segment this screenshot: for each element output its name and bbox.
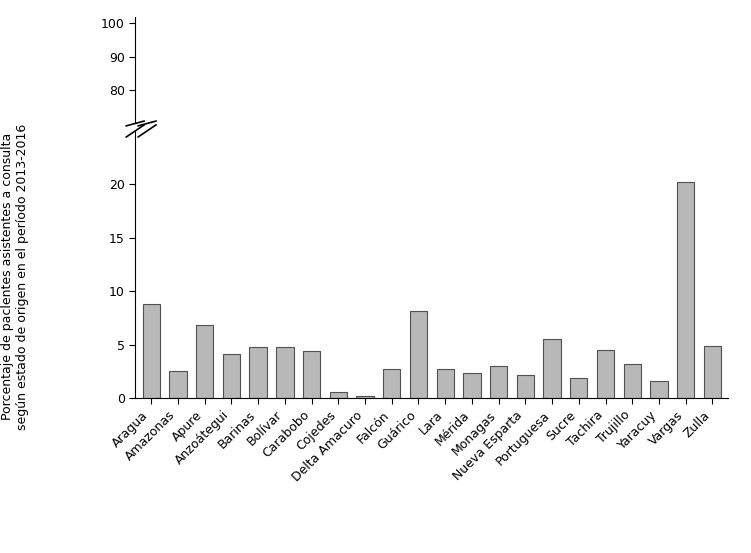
Bar	[490, 366, 508, 398]
Bar	[196, 326, 213, 398]
Bar	[223, 354, 240, 398]
Bar	[276, 347, 294, 398]
Bar	[650, 381, 668, 398]
Bar	[623, 364, 641, 398]
Bar	[570, 378, 587, 398]
Bar	[383, 369, 400, 398]
Bar	[330, 392, 347, 398]
Bar	[169, 349, 187, 357]
Bar	[169, 372, 187, 398]
Bar	[143, 328, 160, 357]
Bar	[490, 347, 508, 357]
Bar	[544, 340, 561, 398]
Bar	[436, 369, 454, 398]
Bar	[143, 304, 160, 398]
Bar	[517, 350, 534, 357]
Bar	[677, 182, 695, 398]
Bar	[383, 348, 400, 357]
Bar	[436, 348, 454, 357]
Bar	[303, 342, 320, 357]
Bar	[330, 355, 347, 357]
Bar	[623, 347, 641, 357]
Bar	[517, 374, 534, 398]
Bar	[463, 373, 481, 398]
Bar	[597, 350, 614, 398]
Bar	[276, 341, 294, 357]
Bar	[570, 351, 587, 357]
Bar	[303, 351, 320, 398]
Bar	[249, 341, 267, 357]
Bar	[410, 311, 427, 398]
Bar	[650, 352, 668, 357]
Bar	[677, 290, 695, 357]
Bar	[356, 396, 374, 398]
Bar	[704, 346, 721, 398]
Bar	[704, 341, 721, 357]
Bar	[544, 339, 561, 357]
Text: Porcentaje de paclentes asistentes a consulta
según estado de origen en el perío: Porcentaje de paclentes asistentes a con…	[1, 123, 29, 430]
Bar	[410, 330, 427, 357]
Bar	[463, 349, 481, 357]
Bar	[223, 343, 240, 357]
Bar	[249, 347, 267, 398]
Bar	[196, 335, 213, 357]
Bar	[597, 342, 614, 357]
